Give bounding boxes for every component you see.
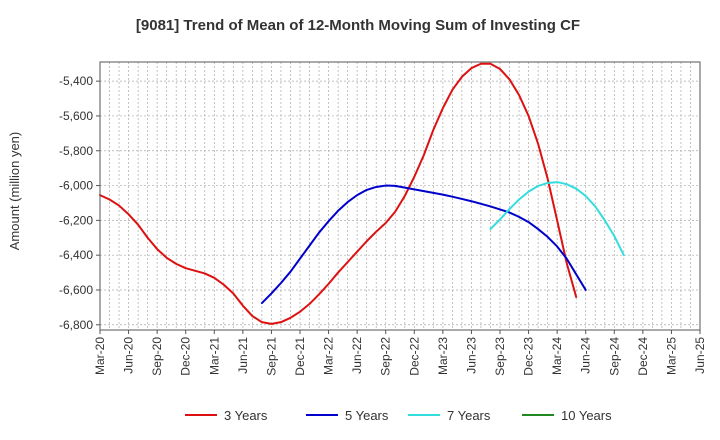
series-line-3-years [99, 62, 578, 325]
y-tick-label: -6,600 [59, 283, 93, 297]
chart-title: [9081] Trend of Mean of 12-Month Moving … [136, 17, 580, 34]
x-tick-label: Dec-23 [522, 337, 536, 376]
plot-frame [99, 61, 701, 331]
x-tick-label: Dec-22 [407, 337, 421, 376]
y-tick-label: -6,000 [59, 179, 93, 193]
x-tick-label: Jun-22 [350, 337, 364, 374]
y-axis-label: Amount (million yen) [7, 132, 22, 251]
legend-label: 10 Years [561, 408, 612, 423]
legend-label: 5 Years [345, 408, 389, 423]
y-tick-label: -5,400 [59, 74, 93, 88]
y-tick-label: -5,800 [59, 144, 93, 158]
x-tick-label: Sep-24 [607, 337, 621, 376]
series-line-5-years [260, 184, 587, 305]
x-tick-label: Jun-24 [579, 337, 593, 374]
x-tick-label: Mar-21 [207, 337, 221, 375]
y-tick-label: -5,600 [59, 109, 93, 123]
x-tick-label: Jun-20 [122, 337, 136, 374]
y-axis-ticks: -5,400 -5,600 -5,800 -6,000 -6,200 -6,400 -6,6… [59, 74, 100, 332]
x-tick-label: Mar-25 [664, 337, 678, 375]
x-tick-label: Dec-20 [179, 337, 193, 376]
series-line-7-years [489, 181, 625, 257]
x-tick-label: Jun-21 [236, 337, 250, 374]
x-tick-label: Dec-24 [636, 337, 650, 376]
x-tick-label: Mar-24 [550, 337, 564, 375]
x-tick-label: Mar-20 [93, 337, 107, 375]
x-tick-label: Mar-22 [322, 337, 336, 375]
x-tick-label: Jun-23 [464, 337, 478, 374]
legend-label: 7 Years [447, 408, 491, 423]
x-tick-label: Sep-21 [264, 337, 278, 376]
x-tick-label: Sep-20 [150, 337, 164, 376]
x-tick-label: Jun-25 [693, 337, 707, 374]
series-lines [99, 62, 625, 325]
y-tick-label: -6,800 [59, 318, 93, 332]
x-tick-label: Sep-22 [379, 337, 393, 376]
y-tick-label: -6,400 [59, 248, 93, 262]
grid [100, 62, 700, 330]
legend: 3 Years 5 Years 7 Years 10 Years [185, 408, 612, 423]
x-tick-label: Mar-23 [436, 337, 450, 375]
y-tick-label: -6,200 [59, 213, 93, 227]
x-tick-label: Sep-23 [493, 337, 507, 376]
legend-label: 3 Years [224, 408, 268, 423]
x-axis-ticks: Mar-20 Jun-20 Sep-20 Dec-20 Mar-21 Jun-21 Sep-… [93, 330, 707, 376]
x-tick-label: Dec-21 [293, 337, 307, 376]
